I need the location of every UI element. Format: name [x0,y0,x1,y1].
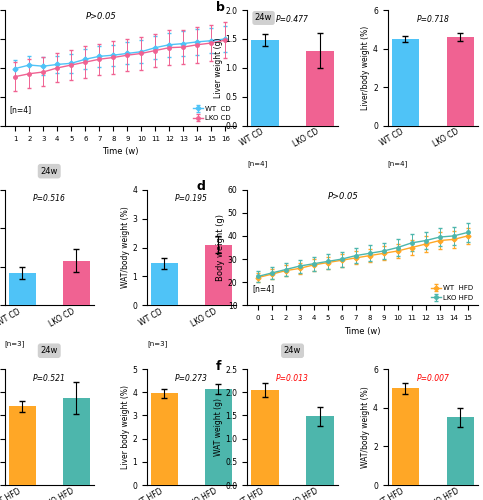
Y-axis label: WAT weight (g): WAT weight (g) [213,398,223,456]
Text: P>0.05: P>0.05 [328,192,359,201]
Bar [9,273,36,306]
Bar [306,50,334,126]
Text: d: d [197,180,205,194]
Text: [n=3]: [n=3] [5,340,25,347]
Y-axis label: Liver weight (g): Liver weight (g) [213,38,223,98]
Text: 24w: 24w [255,14,272,22]
Bar [63,260,90,306]
Bar [447,418,474,485]
Text: b: b [215,0,225,14]
Bar [251,40,279,126]
Text: [n=4]: [n=4] [247,160,268,168]
Text: P=0.273: P=0.273 [175,374,208,383]
Bar [9,406,36,485]
Text: [n=4]: [n=4] [10,105,31,114]
Text: P>0.05: P>0.05 [85,12,116,22]
Bar [151,394,178,485]
Bar [392,388,419,485]
Legend: WT  CD, LKO CD: WT CD, LKO CD [191,104,232,122]
Text: P=0.007: P=0.007 [416,374,449,383]
Text: 24w: 24w [41,346,58,355]
Text: P=0.516: P=0.516 [33,194,66,203]
Bar [447,37,474,126]
Text: [n=3]: [n=3] [147,340,167,347]
Text: P=0.477: P=0.477 [276,14,309,24]
Bar [205,389,232,485]
Y-axis label: Liver body weight (%): Liver body weight (%) [121,385,129,469]
Text: P=0.195: P=0.195 [175,194,208,203]
Y-axis label: WAT/body weight (%): WAT/body weight (%) [361,386,370,468]
Legend: WT  HFD, LKO HFD: WT HFD, LKO HFD [429,284,475,302]
Bar [151,264,178,306]
Text: [n=4]: [n=4] [252,284,274,294]
Text: P=0.013: P=0.013 [276,374,309,383]
Bar [306,416,334,485]
Text: P=0.521: P=0.521 [33,374,66,383]
Text: [n=4]: [n=4] [388,160,408,168]
Text: f: f [215,360,221,373]
Bar [205,244,232,306]
X-axis label: Time (w): Time (w) [102,147,139,156]
Y-axis label: WAT/body weight (%): WAT/body weight (%) [121,206,129,288]
Y-axis label: Body weight (g): Body weight (g) [216,214,225,281]
Bar [392,39,419,126]
Text: P=0.718: P=0.718 [416,14,449,24]
X-axis label: Time (w): Time (w) [344,326,381,336]
Y-axis label: Liver/body weight (%): Liver/body weight (%) [361,26,370,110]
Bar [63,398,90,485]
Bar [251,390,279,485]
Text: 24w: 24w [284,346,301,355]
Text: 24w: 24w [41,166,58,175]
